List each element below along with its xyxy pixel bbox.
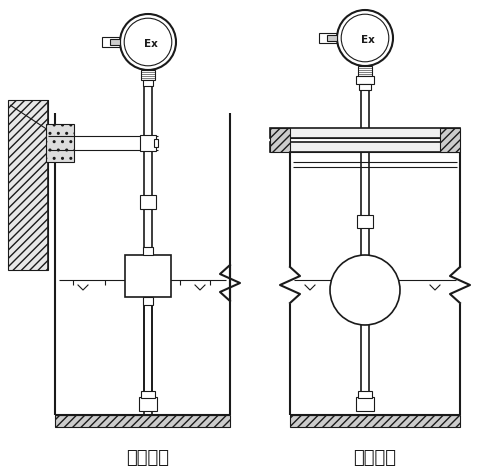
Circle shape — [341, 14, 389, 62]
Bar — [46, 124, 74, 162]
Bar — [319, 33, 337, 43]
Bar — [356, 76, 374, 84]
Text: 架装固定: 架装固定 — [126, 449, 170, 467]
Bar — [356, 397, 374, 411]
Bar — [110, 39, 120, 45]
Bar — [270, 142, 460, 152]
Text: 法兰固定: 法兰固定 — [354, 449, 397, 467]
Text: Ex: Ex — [361, 35, 375, 45]
Bar — [154, 139, 158, 147]
Circle shape — [120, 14, 176, 70]
Bar — [358, 391, 372, 398]
Bar — [140, 195, 156, 209]
Bar — [270, 128, 290, 152]
Bar — [125, 255, 171, 297]
Text: Ex: Ex — [144, 39, 158, 49]
Circle shape — [337, 10, 393, 66]
Bar — [143, 247, 153, 255]
Bar — [358, 66, 372, 76]
Bar — [140, 135, 156, 151]
Bar — [143, 80, 153, 86]
Bar — [102, 37, 120, 47]
Bar — [139, 397, 157, 411]
Circle shape — [124, 18, 172, 66]
Bar — [143, 297, 153, 305]
Bar — [357, 215, 373, 228]
Bar — [327, 35, 337, 41]
Bar — [278, 138, 452, 142]
Bar — [290, 415, 460, 427]
Bar — [359, 84, 371, 90]
Bar — [270, 128, 460, 138]
Bar — [55, 415, 230, 427]
Bar — [141, 391, 155, 398]
Bar — [440, 128, 460, 152]
Circle shape — [330, 255, 400, 325]
Bar — [8, 100, 48, 270]
Bar — [141, 70, 155, 80]
